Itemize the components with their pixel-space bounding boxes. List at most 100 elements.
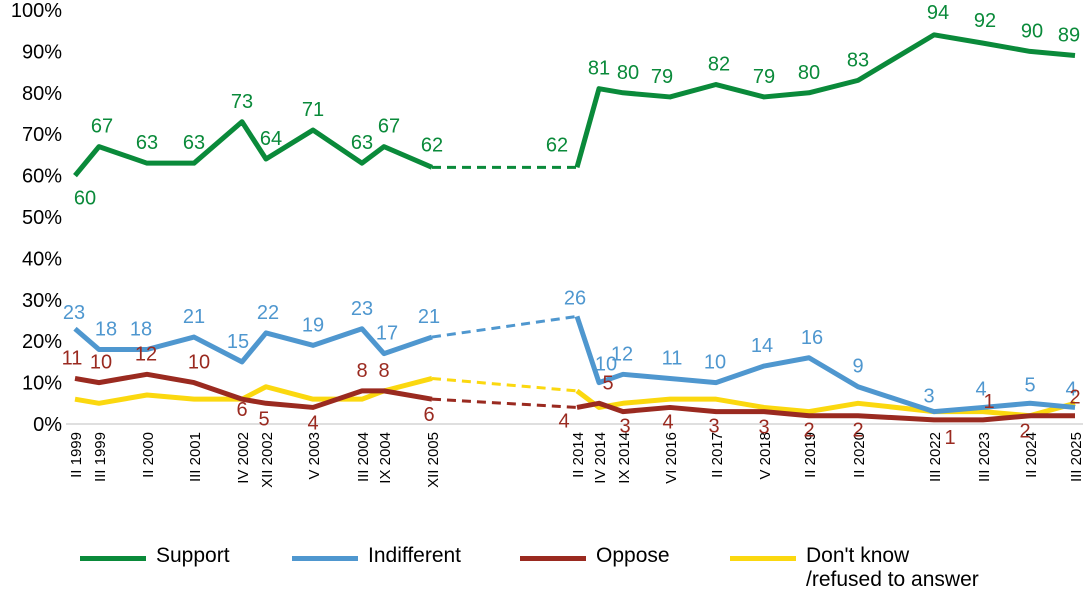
series-line-indifferent-2014-2025 [574,315,1076,415]
data-label: 10 [595,354,617,376]
series-line-support-2014-2025 [574,32,1076,168]
x-tick-label: IV 2002 [235,432,252,484]
x-tick-label: II 2020 [851,432,868,478]
data-label: 62 [421,134,443,156]
y-tick-label: 30% [22,290,62,312]
data-label: 79 [651,66,673,88]
data-label: 80 [798,62,820,84]
data-label: 9 [852,356,863,378]
y-tick-label: 40% [22,248,62,270]
data-label: 16 [801,327,823,349]
data-label: 80 [617,62,639,84]
data-label: 8 [378,360,389,382]
x-tick-label: IV 2014 [592,432,609,484]
data-label: 2 [1069,387,1080,409]
data-label: 22 [257,302,279,324]
legend-item: Indifferent [292,544,461,568]
data-label: 3 [758,417,769,439]
data-label: 63 [183,132,205,154]
data-label: 89 [1058,25,1080,47]
data-label: 14 [751,335,773,357]
data-label: 4 [307,412,318,434]
data-label: 10 [704,352,726,374]
series-line-don-t-know-refused-to-answer-2014-2025 [575,388,1076,419]
x-tick-label: XII 2002 [259,432,276,488]
data-label: 23 [63,302,85,324]
x-tick-label: II 1999 [68,432,85,478]
series-line-oppose-1999-2005 [74,371,433,410]
data-label: 5 [602,372,613,394]
x-tick-label: III 1999 [92,432,109,482]
series-line-don-t-know-refused-to-answer-1999-2005 [74,376,433,406]
data-label: 11 [662,347,683,369]
data-label: 10 [188,352,210,374]
data-label: 12 [135,343,157,365]
x-tick-label: III 2001 [187,432,204,482]
data-label: 3 [923,386,934,408]
series-line-oppose-2014-2025 [576,400,1075,423]
legend-swatch [80,556,146,561]
x-tick-label: II 2000 [140,432,157,478]
series-gap-oppose [431,397,578,409]
series-gap-don-t-know-refused-to-answer [431,376,578,393]
data-label: 11 [62,347,83,369]
data-label: 4 [1065,378,1076,400]
data-label: 10 [90,352,112,374]
data-label: 23 [351,298,373,320]
data-label: 5 [1024,374,1035,396]
data-label: 4 [975,378,986,400]
x-tick-label: III 2022 [927,432,944,482]
data-label: 64 [260,128,282,150]
series-line-indifferent-1999-2005 [73,326,433,365]
data-label: 67 [91,116,113,138]
data-label: 2 [1019,421,1030,443]
series-line-support-1999-2005 [73,119,433,178]
x-tick-label: III 2025 [1068,432,1083,482]
legend-label: Don't know /refused to answer [806,544,979,591]
data-label: 79 [753,66,775,88]
x-tick-label: V 2003 [306,432,323,480]
y-axis: 0% 10% 20% 30% 40% 50% 60% 70% 80% 90% 100% [11,0,1083,436]
data-label: 18 [130,318,152,340]
data-label: 2 [852,420,863,442]
legend-item: Don't know /refused to answer [730,544,979,592]
data-label: 63 [351,132,373,154]
legend-label: Oppose [596,544,670,567]
x-tick-label: III 2004 [355,432,372,482]
data-label: 21 [183,306,205,328]
x-tick-label: II 2014 [570,432,587,478]
y-tick-label: 20% [22,331,62,353]
data-label: 81 [588,58,610,80]
data-label: 17 [376,323,398,345]
data-label: 71 [302,99,324,121]
x-tick-label: IX 2004 [377,432,394,484]
data-label: 2 [803,420,814,442]
data-label: 67 [378,116,400,138]
legend-item: Oppose [520,544,670,568]
data-label: 1 [983,391,994,413]
x-tick-label: VI 2016 [663,432,680,484]
data-label: 15 [227,331,249,353]
legend-label: Indifferent [368,544,462,567]
data-label: 82 [708,54,730,76]
line-chart: 0% 10% 20% 30% 40% 50% 60% 70% 80% 90% 100% II 199… [11,0,1083,488]
y-tick-label: 60% [22,166,62,188]
data-label: 1 [944,427,955,449]
data-label: 3 [619,416,630,438]
data-label: 60 [74,188,96,210]
data-label: 73 [231,91,253,113]
y-tick-label: 80% [22,83,62,105]
y-tick-label: 10% [22,373,62,395]
y-tick-label: 50% [22,207,62,229]
y-tick-label: 100% [11,0,62,22]
data-label: 63 [136,132,158,154]
series-gap-indifferent [431,314,578,339]
x-tick-label: II 2024 [1023,432,1040,478]
data-label: 5 [258,408,269,430]
data-label: 26 [564,287,586,309]
data-label: 19 [302,314,324,336]
x-tick-label: III 2023 [976,432,993,482]
data-label: 4 [558,410,569,432]
x-tick-label: II 2017 [709,432,726,478]
